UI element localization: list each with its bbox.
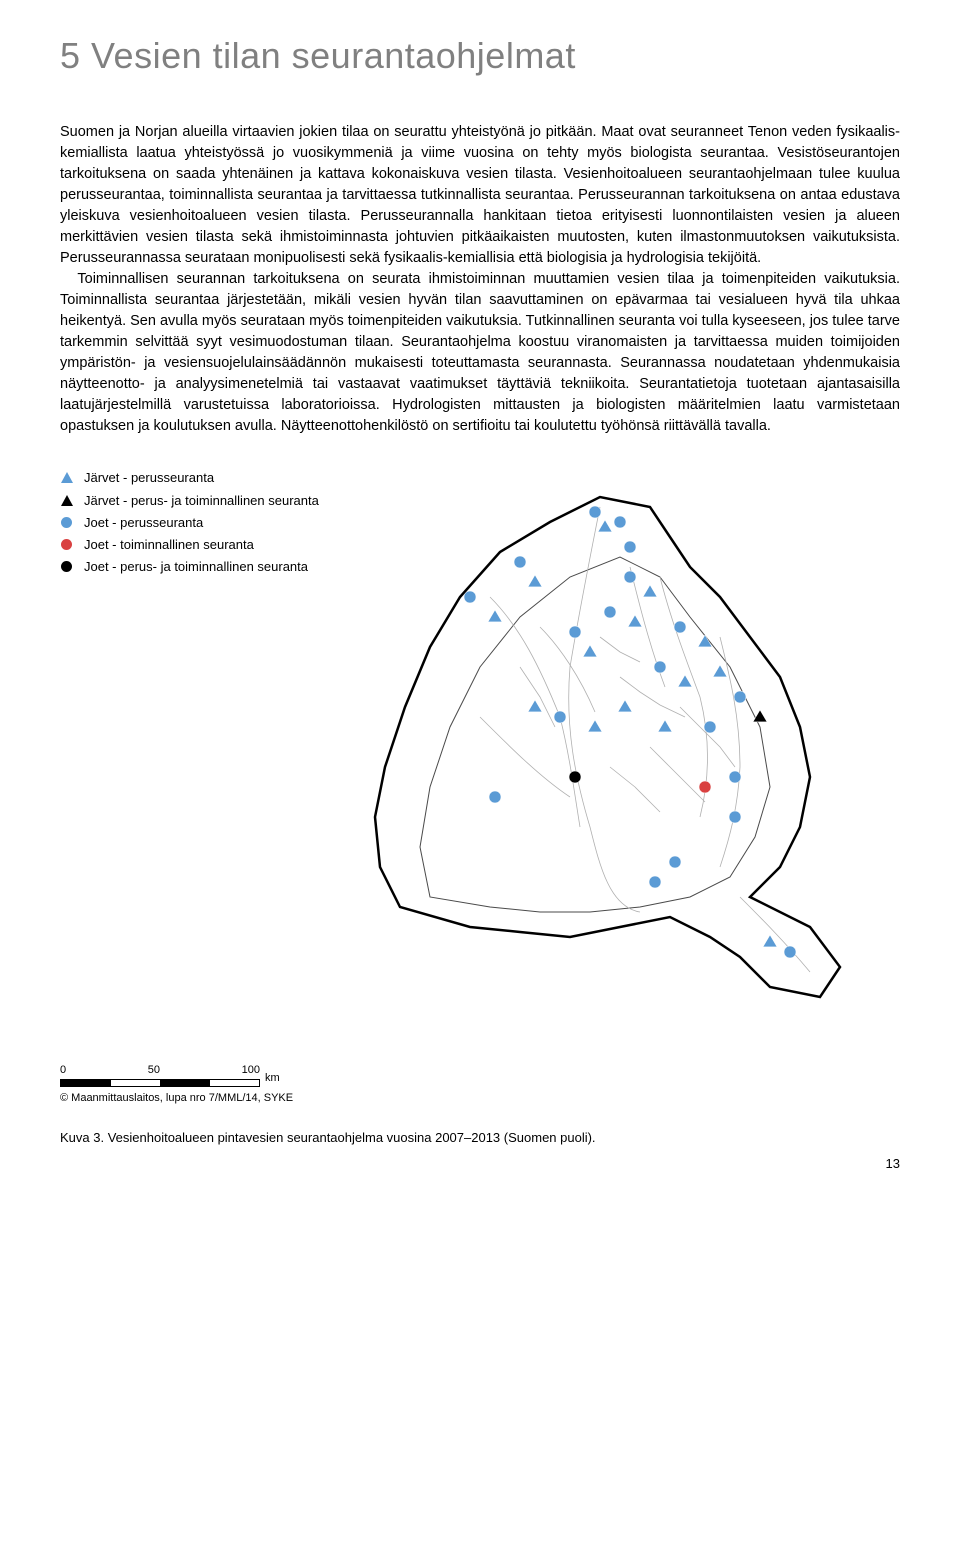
map-svg: [340, 467, 900, 1027]
point-circle: [649, 876, 661, 888]
point-circle: [729, 811, 741, 823]
legend-item: Järvet - perus- ja toiminnallinen seuran…: [60, 490, 319, 512]
point-triangle: [583, 645, 597, 657]
scale-tick: 50: [148, 1063, 160, 1079]
legend-item: Joet - toiminnallinen seuranta: [60, 534, 319, 556]
point-circle: [674, 621, 686, 633]
figure-caption: Kuva 3. Vesienhoitoalueen pintavesien se…: [60, 1129, 596, 1148]
point-circle: [464, 591, 476, 603]
triangle-black-icon: [60, 494, 74, 508]
legend-label: Järvet - perus- ja toiminnallinen seuran…: [84, 490, 319, 512]
point-triangle: [588, 720, 602, 732]
point-circle: [729, 771, 741, 783]
legend-item: Joet - perus- ja toiminnallinen seuranta: [60, 556, 319, 578]
inner-boundary: [420, 557, 770, 912]
legend-label: Joet - toiminnallinen seuranta: [84, 534, 254, 556]
point-triangle: [678, 675, 692, 687]
point-triangle: [618, 700, 632, 712]
point-triangle: [488, 610, 502, 622]
point-circle: [624, 541, 636, 553]
legend-item: Järvet - perusseuranta: [60, 467, 319, 489]
paragraph-1: Suomen ja Norjan alueilla virtaavien jok…: [60, 122, 900, 269]
circle-black-icon: [60, 560, 74, 574]
scale-bar: 0 50 100 km: [60, 1063, 260, 1087]
point-circle: [589, 506, 601, 518]
point-triangle: [753, 710, 767, 722]
point-circle: [669, 856, 681, 868]
point-circle: [569, 626, 581, 638]
point-triangle: [528, 575, 542, 587]
scale-tick: 0: [60, 1063, 66, 1079]
point-circle: [614, 516, 626, 528]
point-triangle: [628, 615, 642, 627]
map-attribution: © Maanmittauslaitos, lupa nro 7/MML/14, …: [60, 1091, 293, 1107]
point-triangle: [698, 635, 712, 647]
point-circle: [624, 571, 636, 583]
legend-item: Joet - perusseuranta: [60, 512, 319, 534]
page-number: 13: [60, 1155, 900, 1174]
legend-label: Joet - perus- ja toiminnallinen seuranta: [84, 556, 308, 578]
scale-unit: km: [265, 1071, 280, 1087]
point-circle: [489, 791, 501, 803]
circle-blue-icon: [60, 516, 74, 530]
point-circle: [654, 661, 666, 673]
point-triangle: [643, 585, 657, 597]
paragraph-2: Toiminnallisen seurannan tarkoituksena o…: [60, 269, 900, 437]
circle-red-icon: [60, 538, 74, 552]
map-figure: Järvet - perusseuranta Järvet - perus- j…: [60, 467, 900, 1147]
triangle-blue-icon: [60, 471, 74, 485]
point-circle: [704, 721, 716, 733]
page-title: 5 Vesien tilan seurantaohjelmat: [60, 30, 900, 82]
point-circle: [604, 606, 616, 618]
point-triangle: [713, 665, 727, 677]
point-triangle: [598, 520, 612, 532]
body-text: Suomen ja Norjan alueilla virtaavien jok…: [60, 122, 900, 437]
point-circle: [699, 781, 711, 793]
legend-label: Joet - perusseuranta: [84, 512, 203, 534]
point-triangle: [528, 700, 542, 712]
point-triangle: [658, 720, 672, 732]
legend-label: Järvet - perusseuranta: [84, 467, 214, 489]
point-circle: [514, 556, 526, 568]
outer-boundary: [375, 497, 840, 997]
point-circle: [569, 771, 581, 783]
point-circle: [734, 691, 746, 703]
point-circle: [784, 946, 796, 958]
scale-tick: 100: [242, 1063, 260, 1079]
point-circle: [554, 711, 566, 723]
map-legend: Järvet - perusseuranta Järvet - perus- j…: [60, 467, 319, 577]
point-triangle: [763, 935, 777, 947]
map-points: [464, 506, 796, 958]
